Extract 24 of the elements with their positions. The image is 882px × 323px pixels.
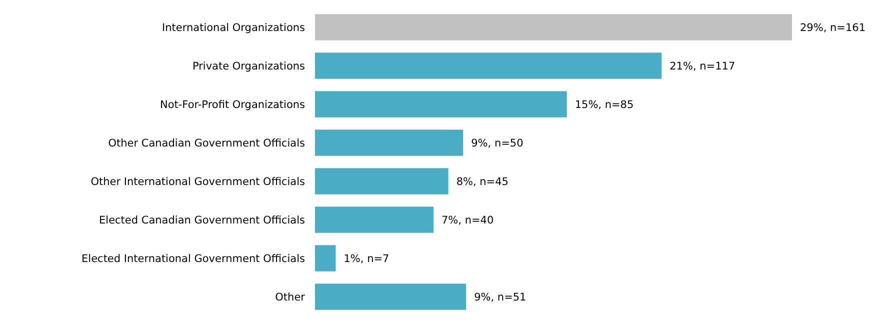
data-label: 9%, n=51 <box>474 291 526 304</box>
bar <box>315 168 448 194</box>
data-label: 8%, n=45 <box>456 176 508 188</box>
y-tick-label: Private Organizations <box>192 60 305 72</box>
y-tick-label: International Organizations <box>162 22 305 34</box>
data-label: 29%, n=161 <box>800 22 866 34</box>
data-label: 1%, n=7 <box>344 252 390 265</box>
y-tick-label: Other Canadian Government Officials <box>108 137 305 150</box>
y-tick-label: Other <box>275 291 306 304</box>
bar <box>315 130 464 156</box>
data-label: 15%, n=85 <box>574 98 634 111</box>
data-label: 7%, n=40 <box>442 214 494 226</box>
y-tick-label: Elected International Government Officials <box>82 252 305 265</box>
bar <box>315 52 662 79</box>
y-tick-label: Elected Canadian Government Officials <box>99 214 305 226</box>
bar <box>315 14 792 40</box>
bar <box>315 206 434 233</box>
y-tick-label: Not-For-Profit Organizations <box>160 98 305 111</box>
bar <box>315 91 567 118</box>
y-tick-label: Other International Government Officials <box>90 176 305 188</box>
data-label: 9%, n=50 <box>471 137 524 150</box>
bar <box>315 245 336 272</box>
bar <box>315 284 466 310</box>
data-label: 21%, n=117 <box>670 60 736 72</box>
